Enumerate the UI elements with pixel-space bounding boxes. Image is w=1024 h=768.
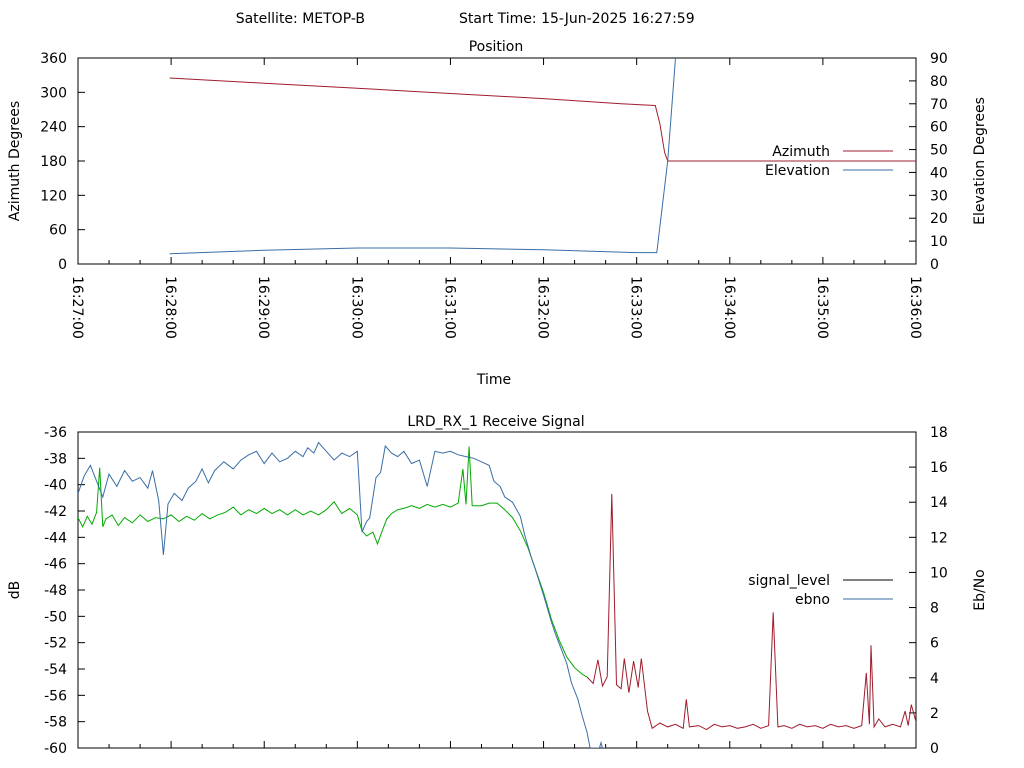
azimuth-axis-label: Azimuth Degrees [7,101,23,221]
position-y-ticks: 0 60 120 180 240 300 360 [40,51,85,273]
signal-plot-frame [77,431,917,749]
y-tick-label: -44 [44,530,67,546]
signal-chart-title: LRD_RX_1 Receive Signal [407,414,584,430]
x-tick-label: 16:30:00 [348,276,364,339]
signal-y-ticks: -60 -58 -56 -54 -52 -50 -48 -46 -44 -42 -40 -38 -36 [44,425,85,757]
y-tick-label: -38 [44,451,67,467]
y2-tick-label: 2 [930,706,939,722]
elevation-line [169,58,676,255]
y-tick-label: -46 [44,557,67,573]
x-tick-label: 16:34:00 [721,276,737,339]
signal-chart: LRD_RX_1 Receive Signal -60-58-56-54-52-… [7,414,988,757]
y-tick-label: -52 [44,636,67,652]
y-tick-label: 0 [58,257,67,273]
y2-tick-label: 10 [930,234,948,250]
x-tick-label: 16:33:00 [628,276,644,339]
y2-tick-label: 4 [930,671,939,687]
legend-signal-level-label: signal_level [748,573,830,589]
position-legend: Azimuth Elevation [765,144,893,179]
x-tick-label: 16:32:00 [535,276,551,339]
y-tick-label: 240 [40,120,67,136]
y2-tick-label: 60 [930,120,948,136]
y2-tick-label: 0 [930,257,939,273]
legend-ebno-label: ebno [795,592,830,608]
x-tick-label: 16:31:00 [441,276,457,339]
signal-legend: signal_level ebno [748,573,893,608]
y2-tick-label: 12 [930,530,948,546]
y2-tick-label: 8 [930,601,939,617]
y-tick-label: 60 [49,223,67,239]
y2-tick-label: 30 [930,188,948,204]
x-tick-label: 16:36:00 [907,276,923,339]
elevation-axis-label: Elevation Degrees [972,97,988,225]
azimuth-line [169,77,916,162]
y-tick-label: -42 [44,504,67,520]
y2-tick-label: 10 [930,565,948,581]
x-tick-label: 16:29:00 [255,276,271,339]
position-y2-ticks: 0 10 20 30 40 50 60 70 80 90 [909,51,948,273]
y2-tick-label: 70 [930,97,948,113]
db-axis-label: dB [7,581,23,600]
y-tick-label: 300 [40,85,67,101]
signal-series [78,441,916,748]
position-series [169,58,916,255]
x-tick-label: 16:28:00 [162,276,178,339]
y2-tick-label: 6 [930,636,939,652]
legend-elevation-label: Elevation [765,163,830,179]
y2-tick-label: 18 [930,425,948,441]
y-tick-label: -40 [44,478,67,494]
y-tick-label: -48 [44,583,67,599]
legend-azimuth-label: Azimuth [772,144,830,160]
y-tick-label: -36 [44,425,67,441]
y-tick-label: 180 [40,154,67,170]
y-tick-label: -58 [44,715,67,731]
ebno-line [78,441,606,748]
x-tick-label: 16:27:00 [69,276,85,339]
satellite-label: Satellite: METOP-B [236,11,365,27]
y2-tick-label: 16 [930,460,948,476]
y2-tick-label: 14 [930,495,948,511]
y-tick-label: -50 [44,609,67,625]
position-x-ticks: 16:27:00 16:28:00 16:29:00 16:30:00 16:31:00… [69,58,923,339]
start-time-label: Start Time: 15-Jun-2025 16:27:59 [459,11,695,27]
x-tick-label: 16:35:00 [814,276,830,339]
y2-tick-label: 50 [930,143,948,159]
y-tick-label: -56 [44,688,67,704]
y2-tick-label: 80 [930,74,948,90]
y2-tick-label: 40 [930,165,948,181]
position-lines [169,58,916,255]
ebno-axis-label: Eb/No [972,569,988,611]
y-tick-label: 360 [40,51,67,67]
y-tick-label: -60 [44,741,67,757]
y2-tick-label: 0 [930,741,939,757]
y-tick-label: 120 [40,188,67,204]
y-tick-label: -54 [44,662,67,678]
signal-x-ticks [77,741,917,748]
signal-level-segment [78,446,588,678]
signal-lines [78,441,916,748]
signal-y2-ticks: 0 2 4 6 8 10 12 14 16 18 [909,425,948,757]
y2-tick-label: 90 [930,51,948,67]
position-chart-title: Position [469,39,524,55]
position-chart: Position 0 60 120 180 240 300 360 0 10 20 30 40 50 6… [7,39,988,388]
y2-tick-label: 20 [930,211,948,227]
time-axis-label: Time [476,372,511,388]
signal-level-segment [586,493,916,731]
